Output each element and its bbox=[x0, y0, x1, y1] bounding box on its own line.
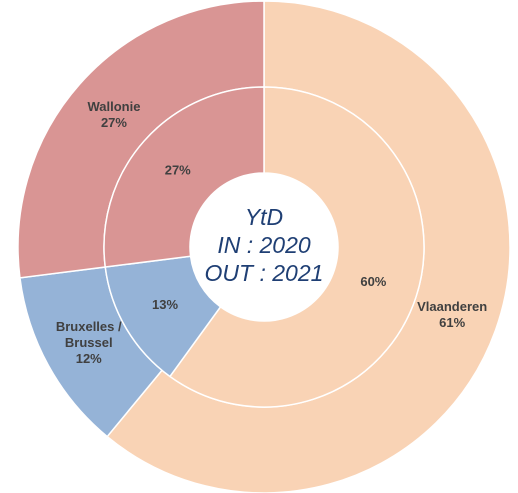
center-text: IN : 2020 bbox=[217, 232, 311, 258]
data-label: 60% bbox=[360, 274, 386, 289]
category-label: Wallonie bbox=[87, 98, 141, 114]
category-label: Vlaanderen bbox=[417, 298, 488, 314]
center-text: YtD bbox=[245, 204, 283, 230]
data-label: 13% bbox=[152, 297, 178, 312]
center-text: OUT : 2021 bbox=[205, 260, 324, 286]
data-label: 61% bbox=[439, 314, 466, 330]
category-label: Bruxelles / Brussel bbox=[55, 319, 122, 351]
donut-hole bbox=[190, 173, 338, 321]
data-label: 27% bbox=[165, 162, 191, 177]
data-label: 27% bbox=[100, 114, 127, 130]
outer-label: Wallonie 27% bbox=[72, 99, 156, 131]
data-label: 12% bbox=[75, 351, 102, 367]
outer-label: Vlaanderen 61% bbox=[410, 299, 494, 331]
outer-label: Bruxelles / Brussel 12% bbox=[47, 319, 131, 367]
